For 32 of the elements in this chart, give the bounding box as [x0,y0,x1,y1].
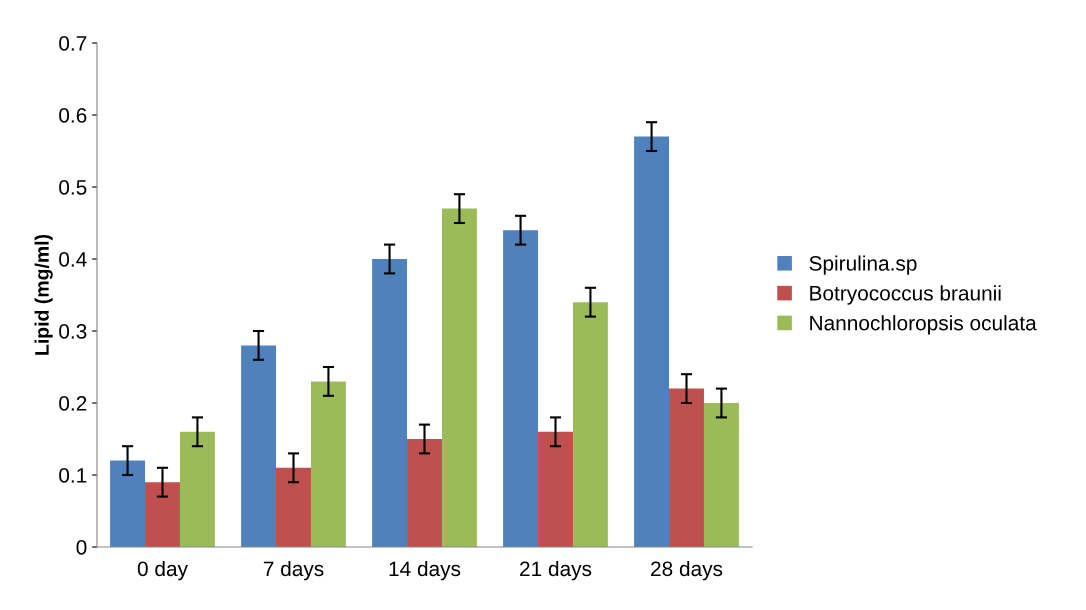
bar [703,403,739,547]
bar [310,381,346,547]
y-tick-label: 0.7 [59,36,87,51]
bar [441,208,477,547]
x-tick-label: 21 days [520,560,592,581]
bar [538,431,573,547]
x-tick-label: 28 days [651,560,723,581]
bar [503,230,539,547]
bar [572,302,608,547]
bar [634,136,670,547]
bar [110,460,146,547]
bar [145,482,180,547]
y-tick-label: 0.1 [59,468,87,483]
y-tick-label: 0.3 [59,324,87,339]
y-tick-label: 0.4 [59,252,87,267]
x-tick-label: 0 day [137,560,188,581]
y-tick-label: 0 [76,540,87,555]
y-tick-label: 0.2 [59,396,87,411]
bar [276,467,311,547]
x-tick-label: 7 days [263,560,324,581]
legend-label: Nannochloropsis oculata [810,315,1037,335]
legend-label: Botryococcus braunii [810,285,1001,305]
y-axis-title: Lipid (mg/ml) [34,234,53,355]
bar [372,259,408,547]
y-tick-label: 0.5 [59,180,87,195]
bar [669,388,704,547]
bar [407,439,442,547]
legend-label: Spirulina.sp [809,255,917,275]
x-tick-label: 14 days [389,560,461,581]
y-tick-label: 0.6 [59,108,87,123]
bar [241,345,277,547]
bar [179,431,215,547]
